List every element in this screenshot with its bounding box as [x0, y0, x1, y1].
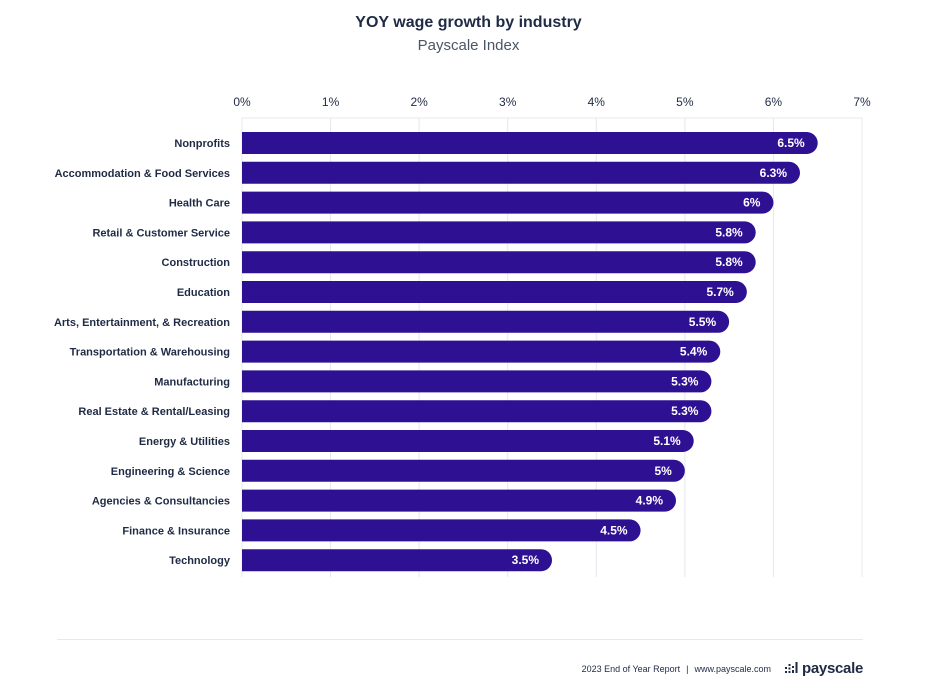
- x-tick-label: 1%: [322, 95, 340, 109]
- logo-text: payscale: [802, 660, 863, 677]
- payscale-bars-icon: [785, 661, 798, 673]
- bar: [242, 400, 712, 423]
- x-tick-label: 5%: [676, 95, 694, 109]
- category-label: Arts, Entertainment, & Recreation: [54, 317, 230, 329]
- bar: [242, 310, 730, 333]
- category-label: Transportation & Warehousing: [70, 347, 230, 359]
- bar: [242, 430, 694, 452]
- bar: [242, 340, 721, 363]
- category-label: Engineering & Science: [111, 466, 230, 478]
- footer-report: 2023 End of Year Report: [581, 663, 681, 674]
- footer-url[interactable]: www.payscale.com: [694, 663, 772, 674]
- bar-value-label: 5.5%: [689, 315, 717, 329]
- category-label: Finance & Insurance: [122, 525, 230, 537]
- x-tick-label: 3%: [499, 95, 517, 109]
- footer-separator: |: [686, 663, 689, 674]
- x-tick-label: 2%: [410, 95, 428, 109]
- category-label: Agencies & Consultancies: [92, 496, 230, 508]
- category-label: Construction: [162, 257, 231, 269]
- bar-value-label: 5.1%: [653, 434, 681, 448]
- x-tick-label: 6%: [765, 95, 783, 109]
- bar-value-label: 4.9%: [636, 494, 664, 508]
- category-label: Health Care: [169, 198, 230, 210]
- bar-value-label: 4.5%: [600, 523, 628, 537]
- bar: [242, 519, 641, 542]
- x-tick-label: 0%: [233, 95, 251, 109]
- category-label: Manufacturing: [154, 376, 230, 388]
- bar: [242, 459, 685, 482]
- category-label: Real Estate & Rental/Leasing: [78, 406, 230, 418]
- bar: [242, 281, 747, 303]
- bar: [242, 221, 756, 244]
- category-label: Nonprofits: [174, 138, 230, 150]
- bar-value-label: 6.5%: [777, 136, 805, 150]
- category-label: Education: [177, 287, 230, 299]
- category-label: Accommodation & Food Services: [55, 168, 230, 180]
- bar-value-label: 5.8%: [715, 225, 743, 239]
- bar: [242, 161, 800, 184]
- x-tick-label: 7%: [853, 95, 871, 109]
- footer-divider: [57, 639, 863, 640]
- bar-value-label: 5.8%: [715, 255, 743, 269]
- bar-value-label: 6%: [743, 196, 761, 210]
- category-label: Technology: [169, 555, 231, 567]
- bar-value-label: 5.7%: [706, 285, 734, 299]
- x-tick-label: 4%: [588, 95, 606, 109]
- bar: [242, 251, 756, 274]
- footer: 2023 End of Year Report | www.payscale.c…: [581, 660, 864, 677]
- chart-title: YOY wage growth by industry: [355, 14, 582, 31]
- bar-value-label: 5.3%: [671, 404, 699, 418]
- bar: [242, 549, 552, 572]
- bar: [242, 191, 774, 214]
- bar-value-label: 5%: [655, 464, 673, 478]
- bar-value-label: 6.3%: [760, 166, 788, 180]
- bar-value-label: 5.3%: [671, 374, 699, 388]
- category-label: Retail & Customer Service: [92, 227, 230, 239]
- category-label: Energy & Utilities: [139, 436, 230, 448]
- payscale-logo: payscale: [785, 660, 863, 677]
- bar: [242, 370, 712, 393]
- bar: [242, 132, 818, 154]
- bar: [242, 489, 676, 512]
- chart-subtitle: Payscale Index: [417, 37, 520, 54]
- bar-value-label: 5.4%: [680, 345, 708, 359]
- bar-value-label: 3.5%: [512, 553, 540, 567]
